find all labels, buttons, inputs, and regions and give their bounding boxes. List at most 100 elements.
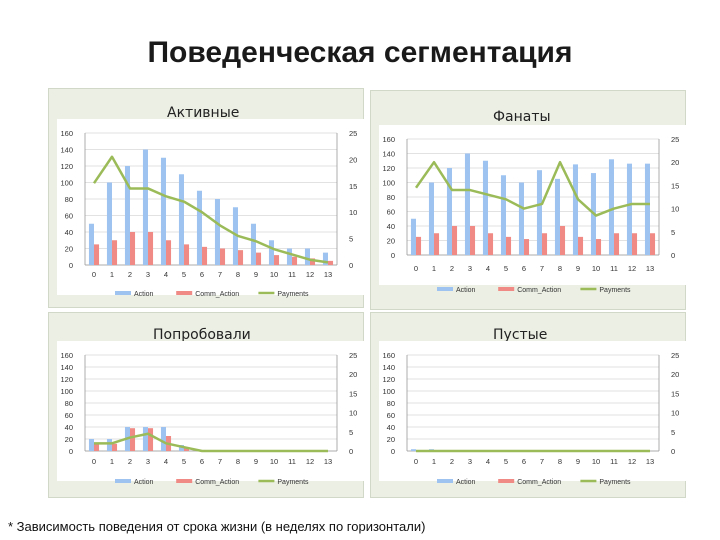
x-tick-label: 5 [504, 457, 508, 466]
bar-comm_action [112, 240, 118, 265]
bar-comm_action [256, 252, 262, 265]
y-tick-label: 120 [382, 375, 395, 384]
bar-action [250, 223, 256, 265]
bar-comm_action [220, 248, 226, 265]
y2-tick-label: 20 [671, 370, 679, 379]
bar-action [304, 248, 310, 265]
y2-tick-label: 25 [671, 351, 679, 360]
y2-tick-label: 10 [671, 409, 679, 418]
y-tick-label: 160 [60, 351, 73, 360]
y-tick-label: 0 [69, 261, 73, 270]
x-tick-label: 2 [128, 457, 132, 466]
line-payments [414, 160, 650, 217]
page-title: Поведенческая сегментация [147, 36, 573, 69]
chart-panel-empty: Пустые 0 20 40 60 80 100 120 140 160 0 5 10 15 20 25 0 1… [370, 312, 687, 498]
chart-title: Пустые [493, 327, 548, 343]
chart-panel-tried: Попробовали 0 20 40 60 80 100 120 140 160 0 5 10 15 2… [48, 312, 365, 498]
bar-comm_action [614, 233, 620, 255]
chart-title: Фанаты [493, 109, 551, 125]
x-tick-label: 7 [218, 270, 222, 279]
bar-comm_action [184, 448, 190, 451]
y2-tick-label: 0 [671, 251, 675, 260]
x-tick-label: 4 [486, 264, 490, 273]
x-tick-label: 12 [628, 457, 636, 466]
y-tick-label: 100 [382, 179, 395, 188]
legend-swatch [176, 479, 193, 483]
x-tick-label: 10 [270, 270, 278, 279]
legend-label: Comm_Action [517, 479, 561, 486]
bar-action [88, 223, 94, 265]
x-tick-label: 5 [182, 457, 186, 466]
y-tick-label: 60 [65, 411, 73, 420]
legend-swatch [498, 479, 515, 483]
bar-action [500, 175, 506, 255]
legend-label: Action [456, 479, 476, 486]
y-tick-label: 40 [65, 423, 73, 432]
y-tick-label: 20 [387, 237, 395, 246]
y-tick-label: 40 [387, 423, 395, 432]
legend-swatch [437, 479, 453, 483]
bar-comm_action [632, 233, 638, 255]
y2-tick-label: 15 [349, 182, 357, 191]
legend-label: Comm_Action [517, 287, 561, 294]
y2-tick-label: 20 [671, 158, 679, 167]
x-tick-label: 6 [522, 457, 526, 466]
x-tick-label: 6 [200, 457, 204, 466]
bar-action [142, 149, 148, 265]
y2-tick-label: 10 [349, 409, 357, 418]
x-tick-label: 0 [414, 264, 418, 273]
bar-action [268, 240, 274, 265]
bar-comm_action [94, 244, 100, 265]
x-tick-label: 3 [146, 270, 150, 279]
y-tick-label: 140 [60, 146, 73, 155]
bar-action [286, 248, 292, 265]
bar-action [106, 182, 112, 265]
chart-panel-active: Активные 0 20 40 60 80 100 120 140 160 0 5 10 15 20 25… [48, 88, 365, 308]
y-tick-label: 60 [387, 411, 395, 420]
y-tick-label: 160 [382, 351, 395, 360]
chart-title: Активные [167, 105, 240, 121]
x-tick-label: 11 [610, 457, 618, 466]
bar-action [644, 163, 650, 255]
y2-tick-label: 25 [349, 129, 357, 138]
y2-tick-label: 20 [349, 155, 357, 164]
x-tick-label: 7 [540, 457, 544, 466]
y2-tick-label: 15 [671, 181, 679, 190]
bar-action [428, 182, 434, 255]
bar-action [572, 164, 578, 255]
x-tick-label: 4 [164, 270, 168, 279]
x-tick-label: 2 [128, 270, 132, 279]
x-tick-label: 10 [270, 457, 278, 466]
x-tick-label: 10 [592, 457, 600, 466]
y2-tick-label: 20 [349, 370, 357, 379]
bar-comm_action [524, 239, 530, 255]
x-tick-label: 9 [576, 264, 580, 273]
y-tick-label: 60 [65, 212, 73, 221]
bar-comm_action [310, 258, 316, 265]
bar-action [214, 199, 220, 265]
bar-action [608, 159, 614, 255]
y2-tick-label: 10 [671, 205, 679, 214]
x-tick-label: 1 [432, 264, 436, 273]
bar-comm_action [416, 236, 422, 255]
bar-comm_action [274, 255, 280, 265]
y-tick-label: 120 [382, 164, 395, 173]
bar-action [518, 182, 524, 255]
x-tick-label: 6 [522, 264, 526, 273]
x-tick-label: 11 [610, 264, 618, 273]
legend-label: Action [456, 287, 476, 294]
x-tick-label: 13 [324, 270, 332, 279]
bar-action [446, 168, 452, 255]
y-tick-label: 160 [382, 135, 395, 144]
legend-label: Payments [599, 287, 631, 294]
y-tick-label: 60 [387, 208, 395, 217]
bar-action [160, 427, 166, 451]
x-tick-label: 3 [468, 264, 472, 273]
y-tick-label: 140 [60, 363, 73, 372]
bar-action [410, 449, 416, 451]
legend-swatch [176, 291, 193, 295]
y2-tick-label: 15 [671, 389, 679, 398]
y-tick-label: 0 [391, 251, 395, 260]
bar-action [232, 207, 238, 265]
